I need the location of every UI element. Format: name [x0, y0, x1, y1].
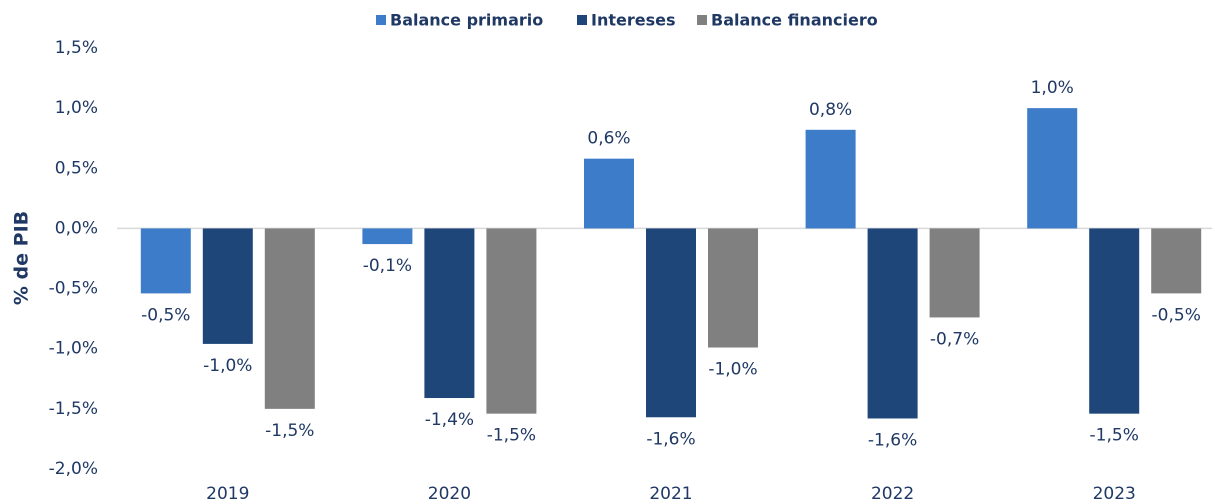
value-label: -0,1% [363, 256, 412, 276]
legend-label: Balance primario [390, 11, 543, 30]
bar [202, 228, 253, 344]
bar [1151, 228, 1202, 294]
value-label: 0,8% [809, 100, 852, 120]
y-tick-label: -2,0% [49, 459, 98, 479]
bar [708, 228, 758, 348]
bar [646, 228, 696, 418]
value-label: -1,4% [425, 410, 474, 430]
bar [140, 228, 191, 294]
y-tick-label: -0,5% [49, 279, 98, 299]
value-label: -1,0% [708, 360, 757, 380]
value-label: -1,5% [1090, 426, 1139, 446]
legend-label: Intereses [591, 11, 675, 30]
x-tick-label: 2020 [428, 484, 471, 504]
legend-label: Balance financiero [711, 11, 878, 30]
x-tick-label: 2023 [1093, 484, 1136, 504]
x-tick-label: 2019 [206, 484, 249, 504]
value-label: -1,5% [265, 421, 314, 441]
bar [929, 228, 980, 318]
y-tick-label: 1,0% [55, 98, 98, 118]
x-tick-label: 2021 [649, 484, 692, 504]
bar [584, 158, 634, 229]
value-label: -0,5% [141, 305, 190, 325]
value-label: -1,0% [203, 356, 252, 376]
value-label: -1,6% [868, 430, 917, 450]
value-label: 0,6% [587, 129, 630, 149]
legend-swatch [577, 15, 587, 25]
legend-swatch [376, 15, 386, 25]
legend-swatch [697, 15, 707, 25]
value-label: -1,6% [646, 429, 695, 449]
y-tick-label: 1,5% [55, 38, 98, 58]
y-tick-label: -1,0% [49, 339, 98, 359]
x-tick-label: 2022 [871, 484, 914, 504]
bar [867, 228, 918, 419]
value-label: -1,5% [487, 426, 536, 446]
value-label: -0,5% [1152, 305, 1201, 325]
y-tick-label: -1,5% [49, 399, 98, 419]
value-label: 1,0% [1031, 78, 1074, 98]
value-label: -0,7% [930, 329, 979, 349]
bar [1089, 228, 1140, 414]
y-tick-label: 0,0% [55, 218, 98, 238]
bar [1027, 108, 1078, 229]
y-axis-label: % de PIB [11, 211, 33, 305]
bar [486, 228, 537, 414]
y-tick-label: 0,5% [55, 158, 98, 178]
bar [424, 228, 475, 399]
bar [805, 129, 856, 229]
bar [264, 228, 315, 409]
bar [362, 228, 413, 245]
